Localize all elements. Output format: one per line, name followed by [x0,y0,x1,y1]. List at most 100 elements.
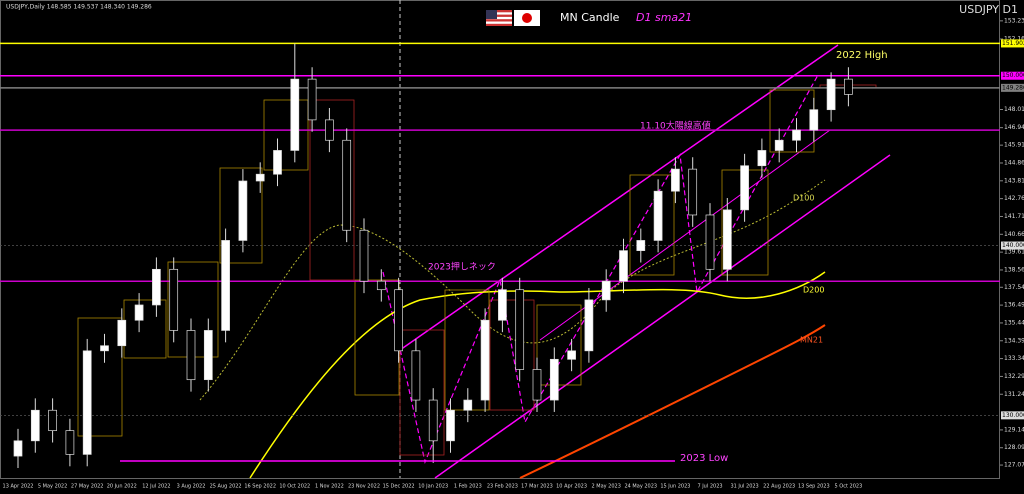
candle-body [515,289,525,370]
candle-body [48,409,57,431]
y-tick-label: 129.142 [1004,426,1024,433]
y-tick-label: 142.762 [1004,195,1024,202]
x-tick-label: 20 Jun 2022 [107,484,137,490]
zigzag [382,74,819,464]
candle-body [13,440,23,457]
candle-body [740,165,749,211]
x-tick-label: 1 Feb 2023 [454,484,482,490]
y-tick-label: 152.162 [1004,36,1024,43]
candle-body [221,240,230,331]
candle-body [463,399,473,411]
annotation: 2023 Low [680,453,728,464]
y-tick-label: 134.392 [1004,337,1024,344]
indicators [199,44,891,479]
x-tick-label: 23 Feb 2023 [487,484,518,490]
candle-body [636,240,646,251]
x-tick-label: 31 Jul 2023 [730,484,758,490]
candle-body [688,168,698,216]
candle-body [255,173,265,182]
level-label: 150.000 [1002,72,1024,79]
subtitle: MN Candle [560,11,620,24]
candle-body [774,139,784,151]
layer [0,42,1000,468]
y-tick-label: 140.662 [1004,231,1024,238]
x-tick-label: 24 May 2023 [624,484,657,490]
x-tick-label: 3 Aug 2022 [177,484,206,490]
plot-frame [0,0,1000,479]
x-tick-label: 10 Apr 2023 [556,484,587,490]
y-tick-label: 136.492 [1004,302,1024,309]
mn-boxes-bear [309,84,877,456]
x-tick-label: 13 Sep 2023 [798,484,830,490]
annotation: MN21 [800,336,823,345]
x-tick-label: 5 May 2022 [38,484,67,490]
y-tick-label: 153.232 [1004,17,1024,24]
annotation: D200 [803,286,824,295]
candle-body [325,119,334,141]
candle-body [152,268,161,306]
us-flag [486,10,512,26]
candle-body [584,299,594,352]
candle-body [82,350,92,455]
annotation: 11.10大陽線高値 [640,120,711,132]
candle-body [359,229,369,282]
x-tick-label: 1 Nov 2022 [315,484,344,490]
x-tick-label: 23 Nov 2022 [348,484,380,490]
annotation: D100 [793,194,814,203]
x-tick-label: 27 May 2022 [71,484,104,490]
candle-body [376,280,386,291]
candle-body [722,209,732,270]
level-tag [1001,71,1024,80]
channel-mid [539,129,831,341]
candle-body [238,180,248,241]
x-tick-label: 10 Oct 2022 [279,484,310,490]
candle-body [411,350,421,401]
annotation: 2023押しネック [428,261,496,273]
candle-body [480,319,490,401]
symbol-title: USDJPY D1 [959,3,1018,16]
candle-body [65,430,75,455]
y-tick-label: 132.292 [1004,373,1024,380]
indicator-label: D1 sma21 [636,11,692,24]
level-label: 151.902 [1002,40,1024,47]
channel-lower [434,154,891,479]
x-tick-label: 25 Aug 2022 [210,484,242,490]
y-tick-label: 144.862 [1004,159,1024,166]
candle-body [844,78,853,95]
y-tick-label: 133.342 [1004,355,1024,362]
y-tick-label: 146.942 [1004,124,1024,131]
candle-body [446,409,455,442]
y-tick-label: 127.072 [1004,462,1024,469]
y-tick-label: 139.612 [1004,249,1024,256]
y-tick-label: 128.092 [1004,444,1024,451]
x-tick-label: 2 May 2023 [591,484,620,490]
candle-body [601,280,611,301]
candle-body [826,78,836,111]
x-tick-label: 7 Jul 2023 [697,484,722,490]
candle-body [186,330,196,381]
candle-body [428,399,438,442]
level-tag [1001,241,1024,250]
level-label: 130.000 [1002,412,1024,419]
y-tick-label: 135.442 [1004,319,1024,326]
candle-body [169,268,179,331]
candle-body [757,150,767,167]
candle-body [117,319,127,347]
x-tick-label: 12 Jul 2022 [142,484,170,490]
y-tick-label: 131.242 [1004,391,1024,398]
level-tag [1001,411,1024,420]
candle-body [307,78,317,121]
candle-body [394,289,403,352]
candle-body [809,109,819,131]
y-tick-label: 137.542 [1004,284,1024,291]
candle-body [653,190,663,241]
annotation: 2022 High [836,50,888,61]
x-tick-label: 16 Sep 2022 [244,484,276,490]
candle-body [619,250,628,282]
y-tick-label: 148.012 [1004,106,1024,113]
x-tick-label: 17 Mar 2023 [521,484,553,490]
x-tick-label: 15 Dec 2022 [383,484,415,490]
candle-body [30,409,40,442]
level-tag [1001,83,1024,92]
